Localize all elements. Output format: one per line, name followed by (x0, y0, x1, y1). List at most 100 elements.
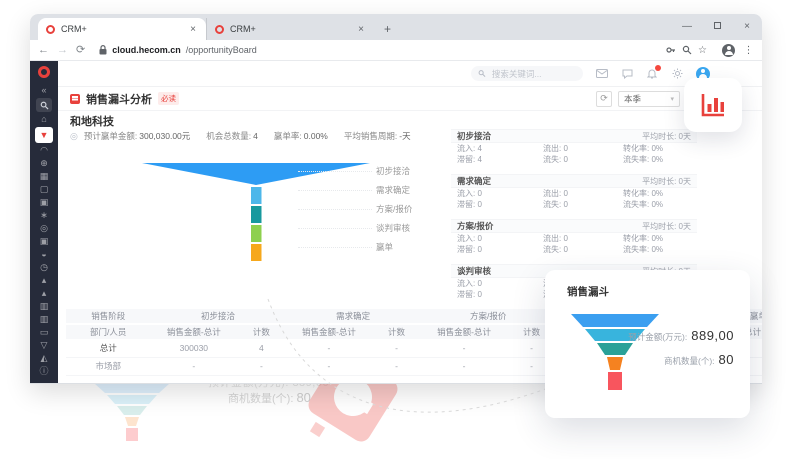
window-maximize-button[interactable] (702, 21, 732, 40)
page-titlebar: 销售漏斗分析 必读 ⟳ 本季 ▾ ▼ (58, 87, 762, 111)
stat-lost: 流失: 0 (543, 155, 568, 164)
sidebar-customers-icon[interactable]: ◠ (40, 145, 48, 155)
settings-gear-icon[interactable] (671, 68, 683, 80)
department-link[interactable]: 市场部 (66, 357, 151, 376)
group-header: 方案/报价 (420, 309, 556, 325)
sidebar-history-icon[interactable]: ◷ (40, 262, 48, 272)
browser-profile-avatar[interactable] (722, 43, 735, 57)
stat-stalled: 滞留: 0 (457, 290, 482, 299)
address-bar[interactable]: cloud.hecom.cn /opportunityBoard ☆ (93, 42, 714, 58)
browser-tab-inactive[interactable]: CRM+ × (206, 18, 374, 40)
tab-close-icon[interactable]: × (358, 23, 364, 35)
amount-link[interactable]: 300030 (150, 339, 238, 358)
reload-icon[interactable]: ⟳ (76, 43, 86, 56)
stage-label-2: 需求确定 (376, 185, 411, 195)
notification-badge (655, 64, 661, 71)
chart-icon-card[interactable] (684, 78, 742, 132)
column-header: 部门/人员 (66, 324, 151, 339)
stat-inflow: 流入: 0 (457, 189, 482, 198)
sidebar-analytics-icon[interactable]: ▴ (41, 288, 47, 298)
bell-icon[interactable] (646, 64, 661, 80)
back-icon[interactable]: ← (38, 43, 49, 56)
browser-tab-active[interactable]: CRM+ × (38, 18, 206, 40)
cell: - (285, 339, 373, 358)
sidebar-files-icon[interactable]: ▢ (39, 184, 49, 194)
tab-title: CRM+ (61, 24, 87, 34)
target-icon: ◎ (70, 130, 78, 141)
card-funnel-chart (571, 314, 659, 390)
sidebar-calendar-icon[interactable]: ▦ (39, 171, 49, 181)
tab-close-icon[interactable]: × (190, 23, 196, 35)
sidebar-info-icon[interactable]: ⓘ (39, 366, 49, 376)
report-icon (70, 93, 80, 104)
browser-menu-icon[interactable]: ⋮ (743, 44, 754, 56)
chat-icon[interactable] (621, 68, 633, 80)
bookmark-star-icon[interactable]: ☆ (698, 44, 707, 56)
zoom-search-icon[interactable] (681, 45, 692, 56)
sidebar-funnel-analysis-active-icon[interactable]: ▼ (35, 127, 53, 143)
app-topbar (58, 61, 762, 87)
metric-avg-cycle: 平均销售周期: -天 (343, 131, 411, 141)
sidebar-gallery-icon[interactable]: ▣ (39, 236, 49, 246)
stat-inflow: 流入: 0 (457, 279, 482, 288)
avg-duration: 平均时长: 0天 (642, 221, 691, 231)
sidebar-company-icon[interactable]: ▥ (39, 301, 49, 311)
window-minimize-button[interactable]: — (682, 21, 692, 32)
user-avatar[interactable] (696, 66, 710, 81)
stat-conversion: 转化率: 0% (623, 234, 664, 243)
new-tab-button[interactable]: + (384, 22, 392, 36)
sidebar-collapse-icon[interactable]: « (41, 85, 47, 95)
sidebar-ranking-icon[interactable]: ◭ (40, 353, 48, 363)
column-header: 销售金额-总计 (420, 324, 508, 339)
cell: - (150, 357, 238, 376)
stage-name: 方案/报价 (457, 221, 494, 231)
chevron-down-icon: ▾ (670, 95, 674, 103)
cell: - (372, 357, 421, 376)
sidebar-cards-icon[interactable]: ▭ (39, 327, 49, 337)
row-label: 总计 (66, 339, 151, 358)
leader-line (298, 228, 372, 229)
card-metric-amount: 预计金额(万元): 889,00 (628, 328, 734, 343)
url-path: /opportunityBoard (185, 45, 257, 55)
sidebar-approvals-icon[interactable]: ∗ (40, 210, 48, 220)
sidebar-messages-icon[interactable]: ◒ (41, 249, 47, 259)
brand-stamp-dot (309, 421, 326, 438)
global-search[interactable] (471, 66, 583, 81)
sidebar-departments-icon[interactable]: ▥ (39, 314, 49, 324)
period-select[interactable]: 本季 ▾ (618, 90, 680, 107)
sidebar-funnel-icon[interactable]: ▽ (40, 340, 48, 350)
ghost-funnel-chart (94, 383, 170, 441)
card-title: 销售漏斗 (567, 286, 609, 298)
metric-label: 预计金额(万元): (628, 332, 688, 342)
column-header: 销售金额-总计 (285, 324, 373, 339)
sidebar-create-icon[interactable]: ⊕ (40, 158, 48, 168)
stat-loss-rate: 流失率: 0% (623, 245, 664, 254)
window-close-button[interactable]: × (744, 21, 750, 32)
must-read-badge[interactable]: 必读 (158, 92, 179, 105)
metric-expected-amount: 预计赢单金额: 300,030.00元 (83, 131, 191, 141)
metric-label: 商机数量(个): (664, 356, 715, 366)
cell: - (420, 339, 508, 358)
sidebar-home-icon[interactable]: ⌂ (41, 114, 47, 124)
ghost-metric-count: 商机数量(个): 80 (228, 390, 311, 406)
group-header: 销售阶段 (66, 309, 151, 325)
sidebar-notes-icon[interactable]: ▣ (39, 197, 49, 207)
search-input[interactable] (489, 67, 576, 80)
mail-icon[interactable] (596, 68, 608, 80)
count-link[interactable]: 4 (237, 339, 286, 358)
sidebar-search-icon[interactable] (36, 98, 52, 112)
lock-icon (99, 45, 107, 55)
forward-icon[interactable]: → (57, 43, 68, 56)
stat-loss-rate: 流失率: 0% (623, 200, 664, 209)
refresh-button[interactable]: ⟳ (596, 90, 612, 107)
password-key-icon[interactable] (665, 45, 676, 56)
metric-value: 889,00 (691, 328, 734, 343)
cell: - (372, 339, 421, 358)
stat-loss-rate: 流失率: 0% (623, 155, 664, 164)
sidebar-reports-icon[interactable]: ▴ (41, 275, 47, 285)
leader-line (298, 209, 372, 210)
avg-duration: 平均时长: 0天 (642, 131, 691, 141)
sidebar-targets-icon[interactable]: ◎ (40, 223, 48, 233)
cell: - (237, 357, 286, 376)
ghost-metric-count-label: 商机数量(个): (228, 393, 294, 405)
